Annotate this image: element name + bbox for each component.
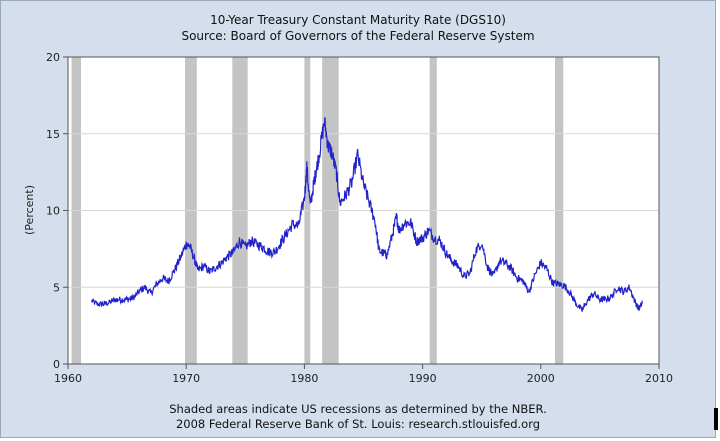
chart-subtitle: Source: Board of Governors of the Federa… — [181, 29, 535, 43]
y-axis-label: (Percent) — [23, 185, 36, 235]
x-tick-label: 1980 — [290, 372, 318, 385]
footnote-recessions: Shaded areas indicate US recessions as d… — [169, 402, 547, 416]
y-tick-label: 15 — [46, 128, 60, 141]
y-tick-label: 0 — [53, 358, 60, 371]
corner-mark — [714, 408, 718, 430]
x-tick-label: 2000 — [527, 372, 555, 385]
series-line-dgs10 — [91, 117, 644, 312]
chart-title: 10-Year Treasury Constant Maturity Rate … — [210, 13, 506, 27]
x-tick-label: 1960 — [54, 372, 82, 385]
x-tick-label: 1990 — [409, 372, 437, 385]
x-tick-label: 1970 — [172, 372, 200, 385]
x-tick-label: 2010 — [645, 372, 673, 385]
y-tick-label: 10 — [46, 205, 60, 218]
y-tick-label: 20 — [46, 51, 60, 64]
footnote-source: 2008 Federal Reserve Bank of St. Louis: … — [175, 417, 541, 431]
y-tick-label: 5 — [53, 281, 60, 294]
